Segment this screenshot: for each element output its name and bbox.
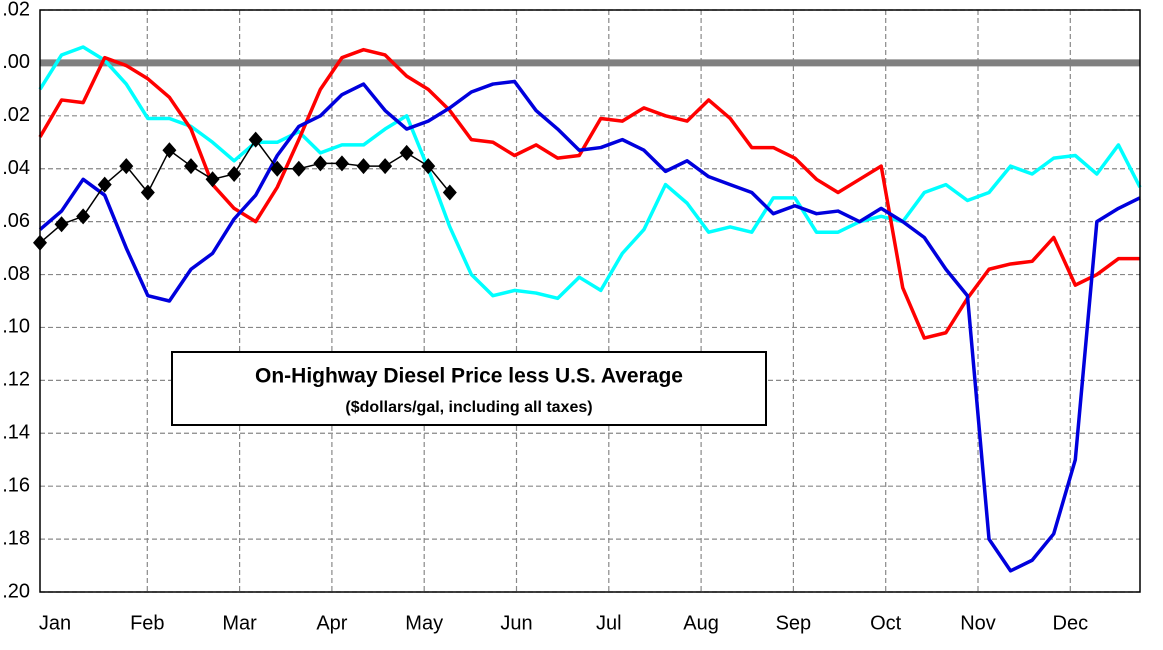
marker [97,176,112,193]
marker [356,158,371,175]
x-tick-label: Dec [1053,612,1089,634]
marker [378,158,393,175]
marker [183,158,198,175]
x-tick-label: Apr [316,612,347,634]
plot-border [39,9,1141,593]
marker [162,142,177,159]
y-tick-label: .18 [2,527,30,549]
x-tick-label: Jul [596,612,622,634]
marker [270,160,285,177]
x-tick-label: Jun [500,612,532,634]
marker [442,184,457,201]
marker [313,155,328,172]
x-tick-label: Aug [683,612,719,634]
y-tick-label: .12 [2,369,30,391]
series-line [38,79,1141,573]
lines [33,45,1142,573]
y-tick-label: .04 [2,157,30,179]
x-tick-label: Nov [960,612,996,634]
marker [334,155,349,172]
x-tick-label: Feb [130,612,164,634]
y-tick-label: .02 [2,104,30,126]
x-tick-label: Sep [776,612,812,634]
y-tick-label: .16 [2,474,30,496]
y-tick-label: .02 [2,0,30,20]
marker [76,208,91,225]
x-tick-label: May [405,612,443,634]
series-line [38,45,1142,301]
marker [205,171,220,188]
marker [54,216,69,233]
y-tick-label: .10 [2,316,30,338]
marker [119,158,134,175]
y-tick-label: .06 [2,210,30,232]
annotation-title: On-Highway Diesel Price less U.S. Averag… [255,365,683,388]
x-tick-label: Oct [870,612,902,634]
x-tick-label: Jan [39,612,71,634]
marker [140,184,155,201]
series-line [38,47,1140,340]
annotation-subtitle: ($dollars/gal, including all taxes) [345,399,592,416]
marker [227,166,242,183]
marker [291,160,306,177]
marker [421,158,436,175]
marker [248,131,263,148]
y-tick-label: .14 [2,422,30,444]
y-tick-label: .00 [2,51,30,73]
annotation-box [171,351,767,426]
x-tick-label: Mar [222,612,257,634]
y-tick-label: .20 [2,580,30,602]
y-tick-label: .08 [2,263,30,285]
marker [399,144,414,161]
